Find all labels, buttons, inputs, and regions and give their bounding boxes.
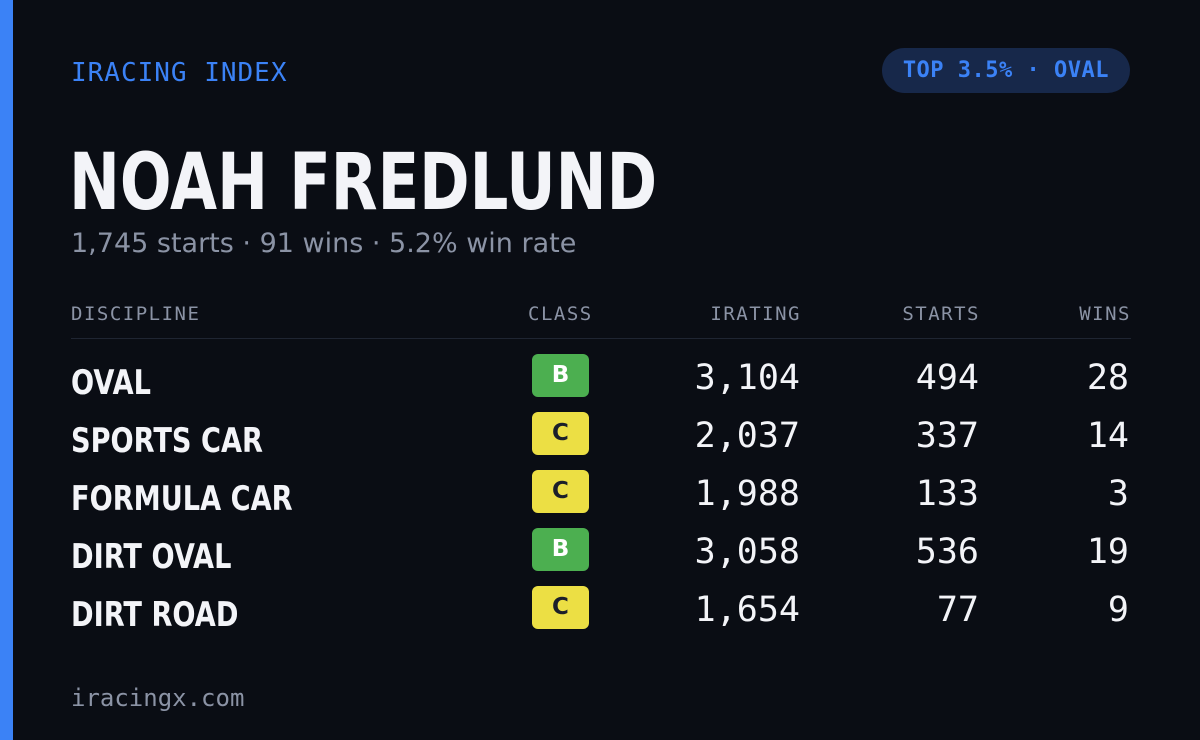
- starts-value: 494: [915, 358, 979, 398]
- driver-summary: 1,745 starts · 91 wins · 5.2% win rate: [71, 228, 577, 259]
- brand-title: IRACING INDEX: [71, 58, 288, 88]
- starts-value: 337: [915, 416, 979, 456]
- irating-value: 1,988: [694, 474, 800, 514]
- discipline-name: FORMULA CAR: [71, 479, 293, 519]
- irating-value: 2,037: [694, 416, 800, 456]
- discipline-name: DIRT ROAD: [71, 595, 239, 635]
- starts-value: 536: [915, 532, 979, 572]
- driver-name: NOAH FREDLUND: [69, 138, 658, 228]
- irating-value: 1,654: [694, 590, 800, 630]
- class-badge: B: [532, 354, 589, 397]
- starts-value: 77: [936, 590, 979, 630]
- header-class: CLASS: [528, 303, 593, 325]
- rank-badge: TOP 3.5% · OVAL: [881, 48, 1130, 93]
- discipline-name: OVAL: [71, 363, 151, 403]
- wins-value: 9: [1107, 590, 1129, 630]
- header-discipline: DISCIPLINE: [71, 303, 201, 325]
- class-badge: C: [532, 470, 589, 513]
- wins-value: 19: [1086, 532, 1129, 572]
- irating-value: 3,058: [694, 532, 800, 572]
- wins-value: 28: [1086, 358, 1129, 398]
- discipline-name: SPORTS CAR: [71, 421, 263, 461]
- class-badge: C: [532, 412, 589, 455]
- class-badge: B: [532, 528, 589, 571]
- footer-url[interactable]: iracingx.com: [71, 684, 245, 712]
- header-wins: WINS: [1079, 303, 1131, 325]
- discipline-name: DIRT OVAL: [71, 537, 232, 577]
- table-row: OVAL B 3,104 494 28: [71, 354, 1131, 413]
- header-irating: IRATING: [710, 303, 801, 325]
- table-row: DIRT ROAD C 1,654 77 9: [71, 586, 1131, 645]
- irating-value: 3,104: [694, 358, 800, 398]
- table-row: SPORTS CAR C 2,037 337 14: [71, 412, 1131, 471]
- accent-bar: [0, 0, 13, 740]
- table-row: FORMULA CAR C 1,988 133 3: [71, 470, 1131, 529]
- wins-value: 3: [1107, 474, 1129, 514]
- starts-value: 133: [915, 474, 979, 514]
- wins-value: 14: [1086, 416, 1129, 456]
- header-starts: STARTS: [902, 303, 980, 325]
- table-header: DISCIPLINE CLASS IRATING STARTS WINS: [71, 300, 1131, 339]
- class-badge: C: [532, 586, 589, 629]
- table-row: DIRT OVAL B 3,058 536 19: [71, 528, 1131, 587]
